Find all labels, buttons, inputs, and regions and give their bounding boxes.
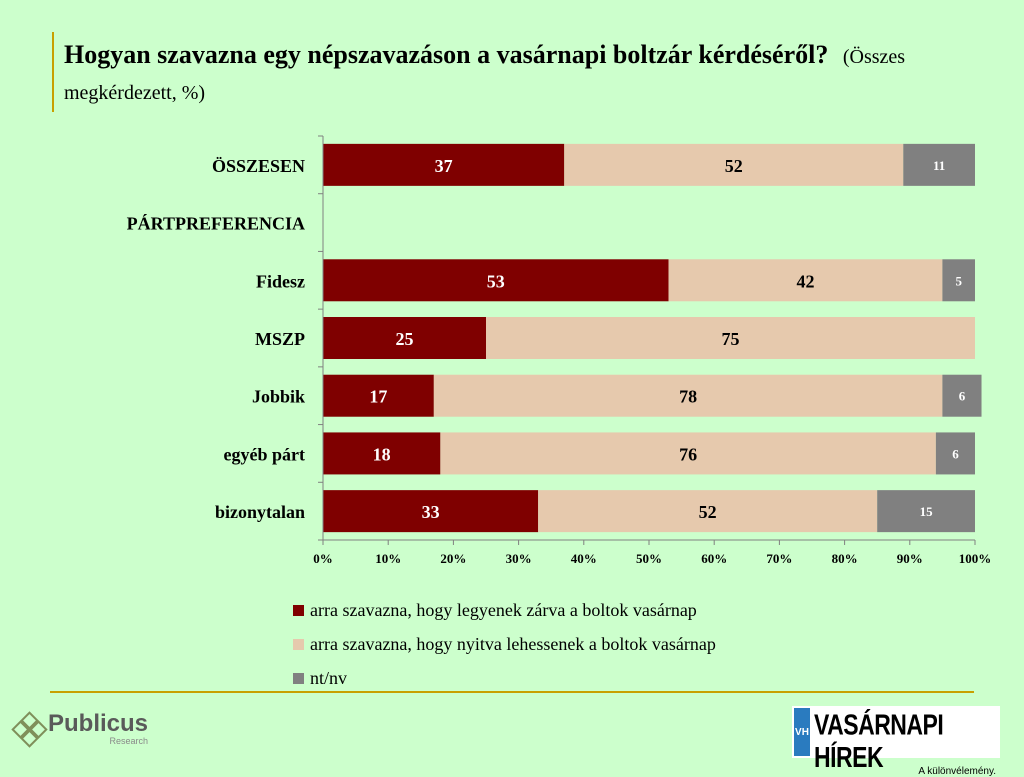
category-label: egyéb párt <box>224 444 305 464</box>
legend-label-closed: arra szavazna, hogy legyenek zárva a bol… <box>310 599 697 620</box>
bar-segment <box>323 143 565 186</box>
category-label: Fidesz <box>256 271 305 291</box>
publicus-logo: Publicus Research <box>11 710 149 748</box>
legend-swatch-open <box>293 638 304 650</box>
publicus-diamond-icon <box>11 711 48 748</box>
x-tick-label: 0% <box>313 551 333 566</box>
bar-segment <box>935 432 975 475</box>
bar-segment <box>564 143 904 186</box>
title-text: Hogyan szavazna egy népszavazáson a vasá… <box>64 40 829 69</box>
chart-subtitle: (Összes megkérdezett, %) <box>64 46 906 104</box>
vh-name: VASÁRNAPI HÍREK <box>814 708 944 773</box>
title-box: Hogyan szavazna egy népszavazáson a vasá… <box>52 32 954 112</box>
legend-swatch-ntnv <box>293 672 304 684</box>
x-tick-label: 10% <box>375 551 401 566</box>
vasarnapi-hirek-logo: VH VASÁRNAPI HÍREK A különvélemény. <box>792 706 1000 777</box>
x-tick-label: 40% <box>571 551 597 566</box>
x-tick-label: 80% <box>832 551 858 566</box>
legend-label-ntnv: nt/nv <box>310 667 348 688</box>
data-label: 33 <box>422 502 440 522</box>
category-label: ÖSSZESEN <box>212 156 305 176</box>
x-tick-label: 70% <box>766 551 792 566</box>
chart-title: Hogyan szavazna egy népszavazáson a vasá… <box>64 38 924 110</box>
bar-segment <box>903 143 975 186</box>
data-label: 75 <box>722 329 740 349</box>
bar-segment <box>323 259 669 302</box>
data-label: 6 <box>959 389 966 404</box>
data-label: 25 <box>396 329 414 349</box>
data-label: 42 <box>796 271 814 291</box>
bar-segment <box>877 490 975 533</box>
data-label: 37 <box>435 156 453 176</box>
bar-segment <box>440 432 936 475</box>
legend-swatch-closed <box>293 604 304 616</box>
bar-segment <box>538 490 878 533</box>
stacked-bar-chart: ÖSSZESEN 37 52 11 PÁRTPREFERENCIA Fidesz 53 42 5… <box>127 135 992 566</box>
legend-item-closed: arra szavazna, hogy legyenek zárva a bol… <box>293 593 716 627</box>
category-label: bizonytalan <box>215 502 305 522</box>
legend-item-open: arra szavazna, hogy nyitva lehessenek a … <box>293 627 716 661</box>
x-tick-label: 20% <box>440 551 466 566</box>
bar-segment <box>486 317 975 359</box>
bar-segment <box>323 374 434 417</box>
bar-segment <box>323 432 441 475</box>
x-tick-label: 60% <box>701 551 727 566</box>
category-label: MSZP <box>255 329 305 349</box>
legend-item-ntnv: nt/nv <box>293 661 716 695</box>
legend: arra szavazna, hogy legyenek zárva a bol… <box>293 593 716 695</box>
data-label: 11 <box>933 158 945 173</box>
bar-segment <box>942 259 975 302</box>
footer-divider <box>50 691 974 693</box>
bar-segment <box>433 374 943 417</box>
data-label: 15 <box>920 504 934 519</box>
data-label: 17 <box>369 387 387 407</box>
legend-label-open: arra szavazna, hogy nyitva lehessenek a … <box>310 633 716 654</box>
data-label: 78 <box>679 387 697 407</box>
x-tick-label: 100% <box>959 551 992 566</box>
publicus-sub: Research <box>109 736 149 746</box>
x-tick-label: 90% <box>897 551 923 566</box>
data-label: 52 <box>725 156 743 176</box>
vh-mark-icon: VH <box>794 708 810 756</box>
category-label: PÁRTPREFERENCIA <box>127 213 305 234</box>
x-tick-label: 50% <box>636 551 662 566</box>
data-label: 52 <box>699 502 717 522</box>
data-label: 6 <box>952 446 959 461</box>
bar-segment <box>323 317 486 359</box>
bar-segment <box>323 490 539 533</box>
bar-segment <box>668 259 943 302</box>
publicus-name: Publicus <box>48 710 149 737</box>
category-label: Jobbik <box>252 387 305 407</box>
data-label: 5 <box>955 273 962 288</box>
data-label: 53 <box>487 271 505 291</box>
x-tick-label: 30% <box>506 551 532 566</box>
data-label: 76 <box>679 444 697 464</box>
data-label: 18 <box>373 444 391 464</box>
bar-segment <box>942 374 982 417</box>
